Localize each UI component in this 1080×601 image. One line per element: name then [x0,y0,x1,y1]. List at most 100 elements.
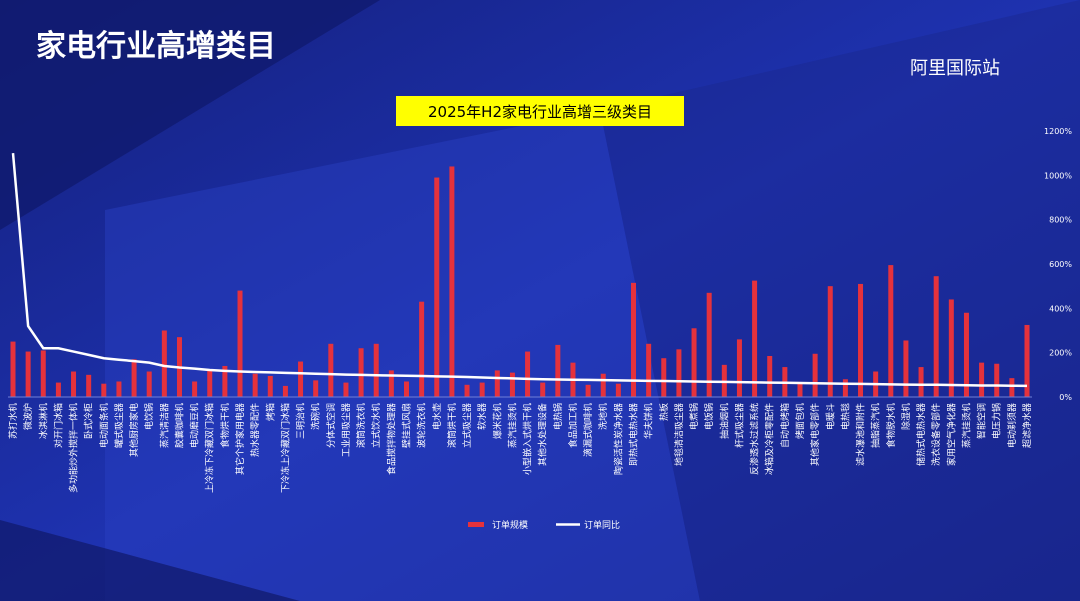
bar [842,379,848,397]
x-tick-label: 热水器零配件 [249,403,261,457]
bar [797,383,803,397]
x-tick-label: 热板 [658,403,670,421]
x-tick-label: 下冷冻上冷藏双门冰箱 [279,403,291,493]
x-tick-label: 卧式冷柜 [83,403,95,439]
x-tick-label: 滚筒烘干机 [446,403,458,448]
bar [1024,324,1030,397]
y-tick-label: 200% [1049,349,1072,358]
bar [373,343,379,397]
x-tick-label: 分体式空调 [325,403,337,448]
bg-shape [600,0,1080,601]
bar [767,355,773,397]
x-tick-label: 多功能炒外搅拌一体机 [68,403,80,493]
x-tick-label: 蒸汽挂烫机 [506,403,518,448]
x-tick-label: 其他水处理设备 [537,403,549,466]
x-tick-label: 自动电烤箱 [779,403,791,448]
x-tick-label: 即热式电热水器 [628,403,640,466]
bar [328,343,334,397]
x-tick-label: 洗碗机 [310,403,322,430]
x-tick-label: 电煮锅 [688,403,700,430]
x-tick-label: 电暖斗 [824,403,836,430]
x-tick-label: 壁挂式风扇 [400,403,412,448]
x-tick-label: 地毯清洁吸尘器 [673,403,685,466]
bar [25,351,31,397]
bar [661,358,667,397]
x-tick-label: 家用空气净化器 [945,403,957,466]
bar [419,301,425,397]
x-tick-label: 小型嵌入式烘干机 [522,403,534,475]
bar [918,367,924,397]
x-tick-label: 爆米花机 [491,403,503,439]
line [11,153,1028,388]
x-tick-label: 陶瓷活性炭净水器 [612,403,624,475]
x-tick-label: 反渗透水过滤系统 [749,403,761,475]
x-tick-label: 电饮锅 [143,403,155,430]
bar [676,349,682,397]
bar [525,351,531,397]
bar [858,283,864,397]
chart-title-box [396,96,684,126]
x-tick-label: 电热锅 [552,403,564,430]
x-tick-label: 立式饮水机 [370,403,382,448]
bar [994,363,1000,397]
bar [752,280,758,397]
bar [71,371,77,397]
bar [55,382,61,397]
bar [298,361,304,397]
bar [691,328,697,397]
x-tick-label: 蒸汽清洁器 [158,403,170,448]
bar [131,359,137,397]
bar [313,380,319,397]
bar [40,350,46,397]
x-tick-label: 储热式电热水器 [915,403,927,466]
y-tick-label: 1000% [1044,171,1072,180]
x-tick-label: 烤箱 [264,403,276,421]
bar [10,341,16,397]
x-tick-label: 罐式吸尘器 [113,403,125,448]
bar [434,177,440,397]
x-tick-label: 食物脱水机 [885,403,897,448]
bar [903,340,909,397]
bg-shape [105,110,700,601]
x-tick-label: 智能空调 [976,403,988,439]
x-tick-label: 微波炉 [22,403,34,430]
bar [146,371,152,397]
x-tick-label: 电压力锅 [991,403,1003,439]
x-tick-label: 其他厨房家电 [128,403,140,457]
x-tick-label: 滚筒洗衣机 [355,403,367,448]
x-tick-label: 洗地机 [597,403,609,430]
bar [509,372,515,397]
bar [207,370,213,397]
bar [963,312,969,397]
x-tick-label: 杆式吸尘器 [733,403,745,448]
x-tick-label: 工业用吸尘器 [341,403,352,457]
y-tick-label: 800% [1049,216,1072,225]
x-tick-label: 抽油烟机 [718,403,730,439]
y-tick-label: 600% [1049,260,1072,269]
bar [237,290,243,397]
x-tick-label: 超滤净水器 [1021,403,1033,448]
bar [540,382,546,397]
x-tick-label: 波轮洗衣机 [416,403,428,448]
bar [479,382,485,397]
x-tick-label: 电动剃须器 [1006,403,1018,448]
x-tick-label: 冰淇淋机 [37,403,49,439]
bar [646,343,652,397]
y-tick-label: 0% [1059,393,1072,402]
x-tick-label: 洗衣设备零部件 [930,403,942,466]
x-tick-label: 滴漏式咖啡机 [582,403,594,457]
bar [161,330,167,397]
bar [267,375,273,397]
x-tick-label: 立式吸尘器 [461,403,473,448]
bar [343,382,349,397]
x-tick-label: 电热毯 [839,403,851,430]
x-tick-label: 电饭锅 [703,403,715,430]
x-tick-label: 食品搅拌物处理器 [385,403,397,475]
bar [222,365,228,397]
bar [116,381,122,397]
x-tick-label: 电水壶 [431,403,443,430]
bar [979,362,985,397]
bar [403,381,409,397]
x-tick-label: 华夫饼机 [643,403,655,439]
x-tick-label: 上冷冻下冷藏双门冰箱 [204,403,216,493]
